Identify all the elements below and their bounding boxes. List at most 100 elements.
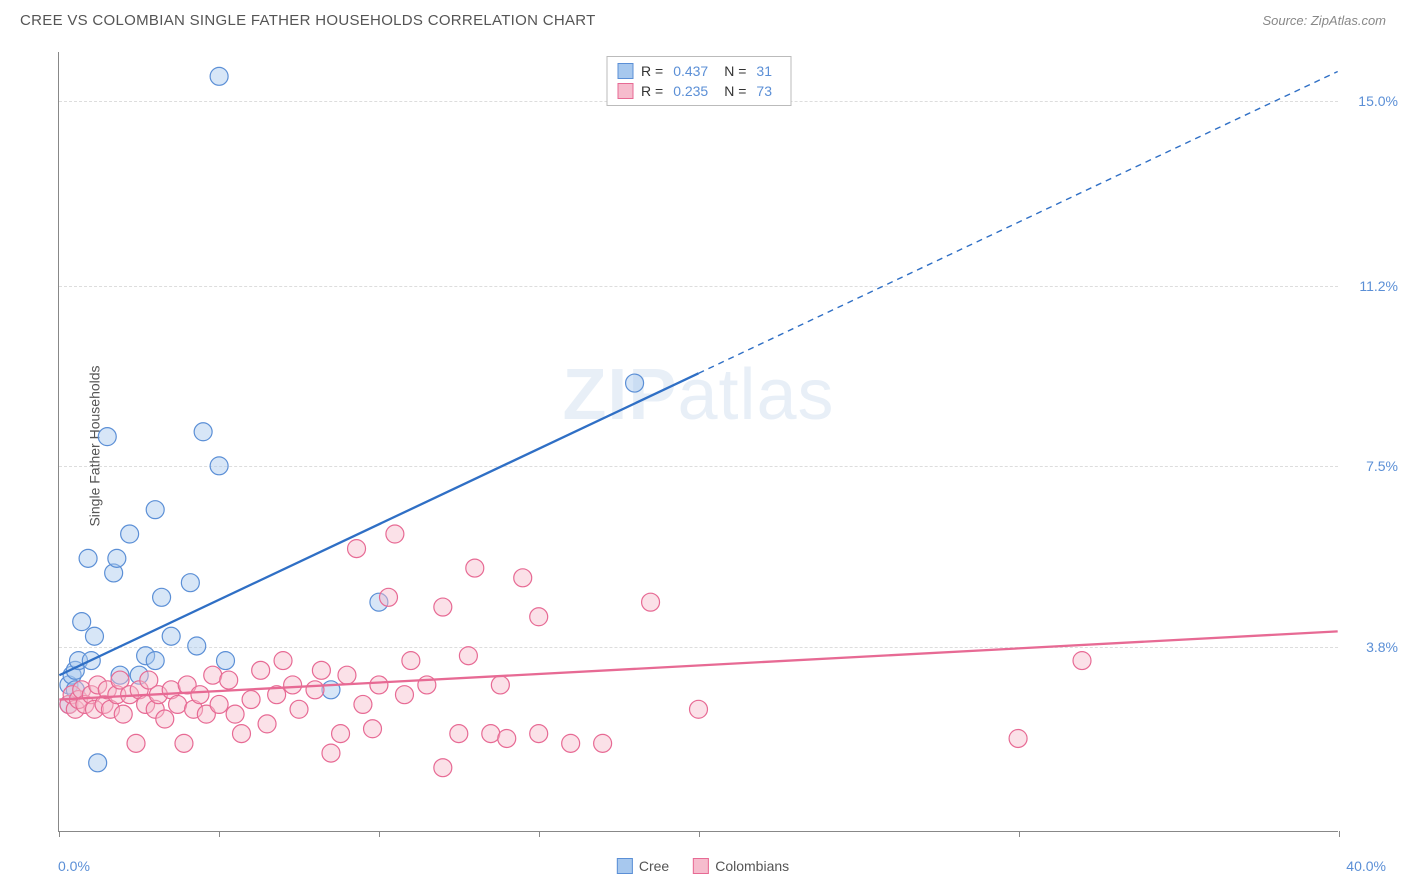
trend-line: [59, 631, 1337, 699]
legend-n-value: 31: [756, 63, 772, 79]
data-point: [322, 681, 340, 699]
x-tick: [379, 831, 380, 837]
data-point: [562, 734, 580, 752]
data-point: [434, 598, 452, 616]
x-tick: [539, 831, 540, 837]
data-point: [210, 67, 228, 85]
data-point: [89, 754, 107, 772]
legend-swatch: [617, 63, 633, 79]
x-axis-min-label: 0.0%: [58, 858, 90, 874]
data-point: [338, 666, 356, 684]
data-point: [73, 613, 91, 631]
data-point: [210, 457, 228, 475]
data-point: [690, 700, 708, 718]
data-point: [434, 759, 452, 777]
data-point: [175, 734, 193, 752]
data-point: [332, 725, 350, 743]
data-point: [1009, 730, 1027, 748]
chart-source: Source: ZipAtlas.com: [1262, 13, 1386, 28]
data-point: [169, 695, 187, 713]
legend-n-value: 73: [756, 83, 772, 99]
legend-r-label: R =: [641, 83, 663, 99]
y-tick-label: 11.2%: [1359, 278, 1398, 294]
data-point: [274, 652, 292, 670]
data-point: [188, 637, 206, 655]
legend-correlation-row: R =0.437N =31: [617, 61, 780, 81]
data-point: [217, 652, 235, 670]
legend-series-item: Colombians: [693, 858, 789, 874]
data-point: [642, 593, 660, 611]
data-point: [370, 676, 388, 694]
data-point: [530, 608, 548, 626]
data-point: [482, 725, 500, 743]
y-tick-label: 15.0%: [1358, 93, 1398, 109]
x-tick: [59, 831, 60, 837]
data-point: [98, 428, 116, 446]
legend-swatch: [617, 83, 633, 99]
legend-series: Cree Colombians: [617, 858, 789, 874]
legend-swatch: [617, 858, 633, 874]
data-point: [402, 652, 420, 670]
data-point: [194, 423, 212, 441]
data-point: [1073, 652, 1091, 670]
data-point: [284, 676, 302, 694]
data-point: [146, 652, 164, 670]
data-point: [354, 695, 372, 713]
data-point: [85, 627, 103, 645]
x-tick: [699, 831, 700, 837]
legend-r-value: 0.437: [673, 63, 708, 79]
data-point: [226, 705, 244, 723]
trend-line-extension: [699, 71, 1338, 373]
y-tick-label: 7.5%: [1366, 458, 1398, 474]
data-point: [162, 627, 180, 645]
scatter-plot-svg: [59, 52, 1338, 831]
data-point: [626, 374, 644, 392]
legend-series-item: Cree: [617, 858, 669, 874]
data-point: [514, 569, 532, 587]
data-point: [380, 588, 398, 606]
data-point: [450, 725, 468, 743]
chart-title: CREE VS COLOMBIAN SINGLE FATHER HOUSEHOL…: [20, 12, 596, 29]
x-tick: [1019, 831, 1020, 837]
trend-line: [59, 373, 698, 675]
data-point: [127, 734, 145, 752]
legend-series-label: Cree: [639, 858, 669, 874]
x-tick: [1339, 831, 1340, 837]
data-point: [530, 725, 548, 743]
data-point: [204, 666, 222, 684]
data-point: [498, 730, 516, 748]
legend-swatch: [693, 858, 709, 874]
legend-correlation: R =0.437N =31R =0.235N =73: [606, 56, 791, 106]
legend-series-label: Colombians: [715, 858, 789, 874]
legend-r-label: R =: [641, 63, 663, 79]
data-point: [242, 691, 260, 709]
data-point: [210, 695, 228, 713]
data-point: [232, 725, 250, 743]
data-point: [491, 676, 509, 694]
data-point: [108, 549, 126, 567]
data-point: [79, 549, 97, 567]
data-point: [386, 525, 404, 543]
data-point: [348, 540, 366, 558]
x-tick: [219, 831, 220, 837]
y-tick-label: 3.8%: [1366, 639, 1398, 655]
data-point: [395, 686, 413, 704]
data-point: [364, 720, 382, 738]
data-point: [220, 671, 238, 689]
data-point: [181, 574, 199, 592]
data-point: [594, 734, 612, 752]
chart-plot-area: ZIPatlas R =0.437N =31R =0.235N =73 15.0…: [58, 52, 1338, 832]
data-point: [252, 661, 270, 679]
data-point: [146, 501, 164, 519]
data-point: [153, 588, 171, 606]
data-point: [322, 744, 340, 762]
chart-header: CREE VS COLOMBIAN SINGLE FATHER HOUSEHOL…: [0, 0, 1406, 37]
legend-correlation-row: R =0.235N =73: [617, 81, 780, 101]
data-point: [258, 715, 276, 733]
data-point: [290, 700, 308, 718]
data-point: [114, 705, 132, 723]
x-axis-max-label: 40.0%: [1346, 858, 1386, 874]
data-point: [121, 525, 139, 543]
legend-r-value: 0.235: [673, 83, 708, 99]
data-point: [191, 686, 209, 704]
